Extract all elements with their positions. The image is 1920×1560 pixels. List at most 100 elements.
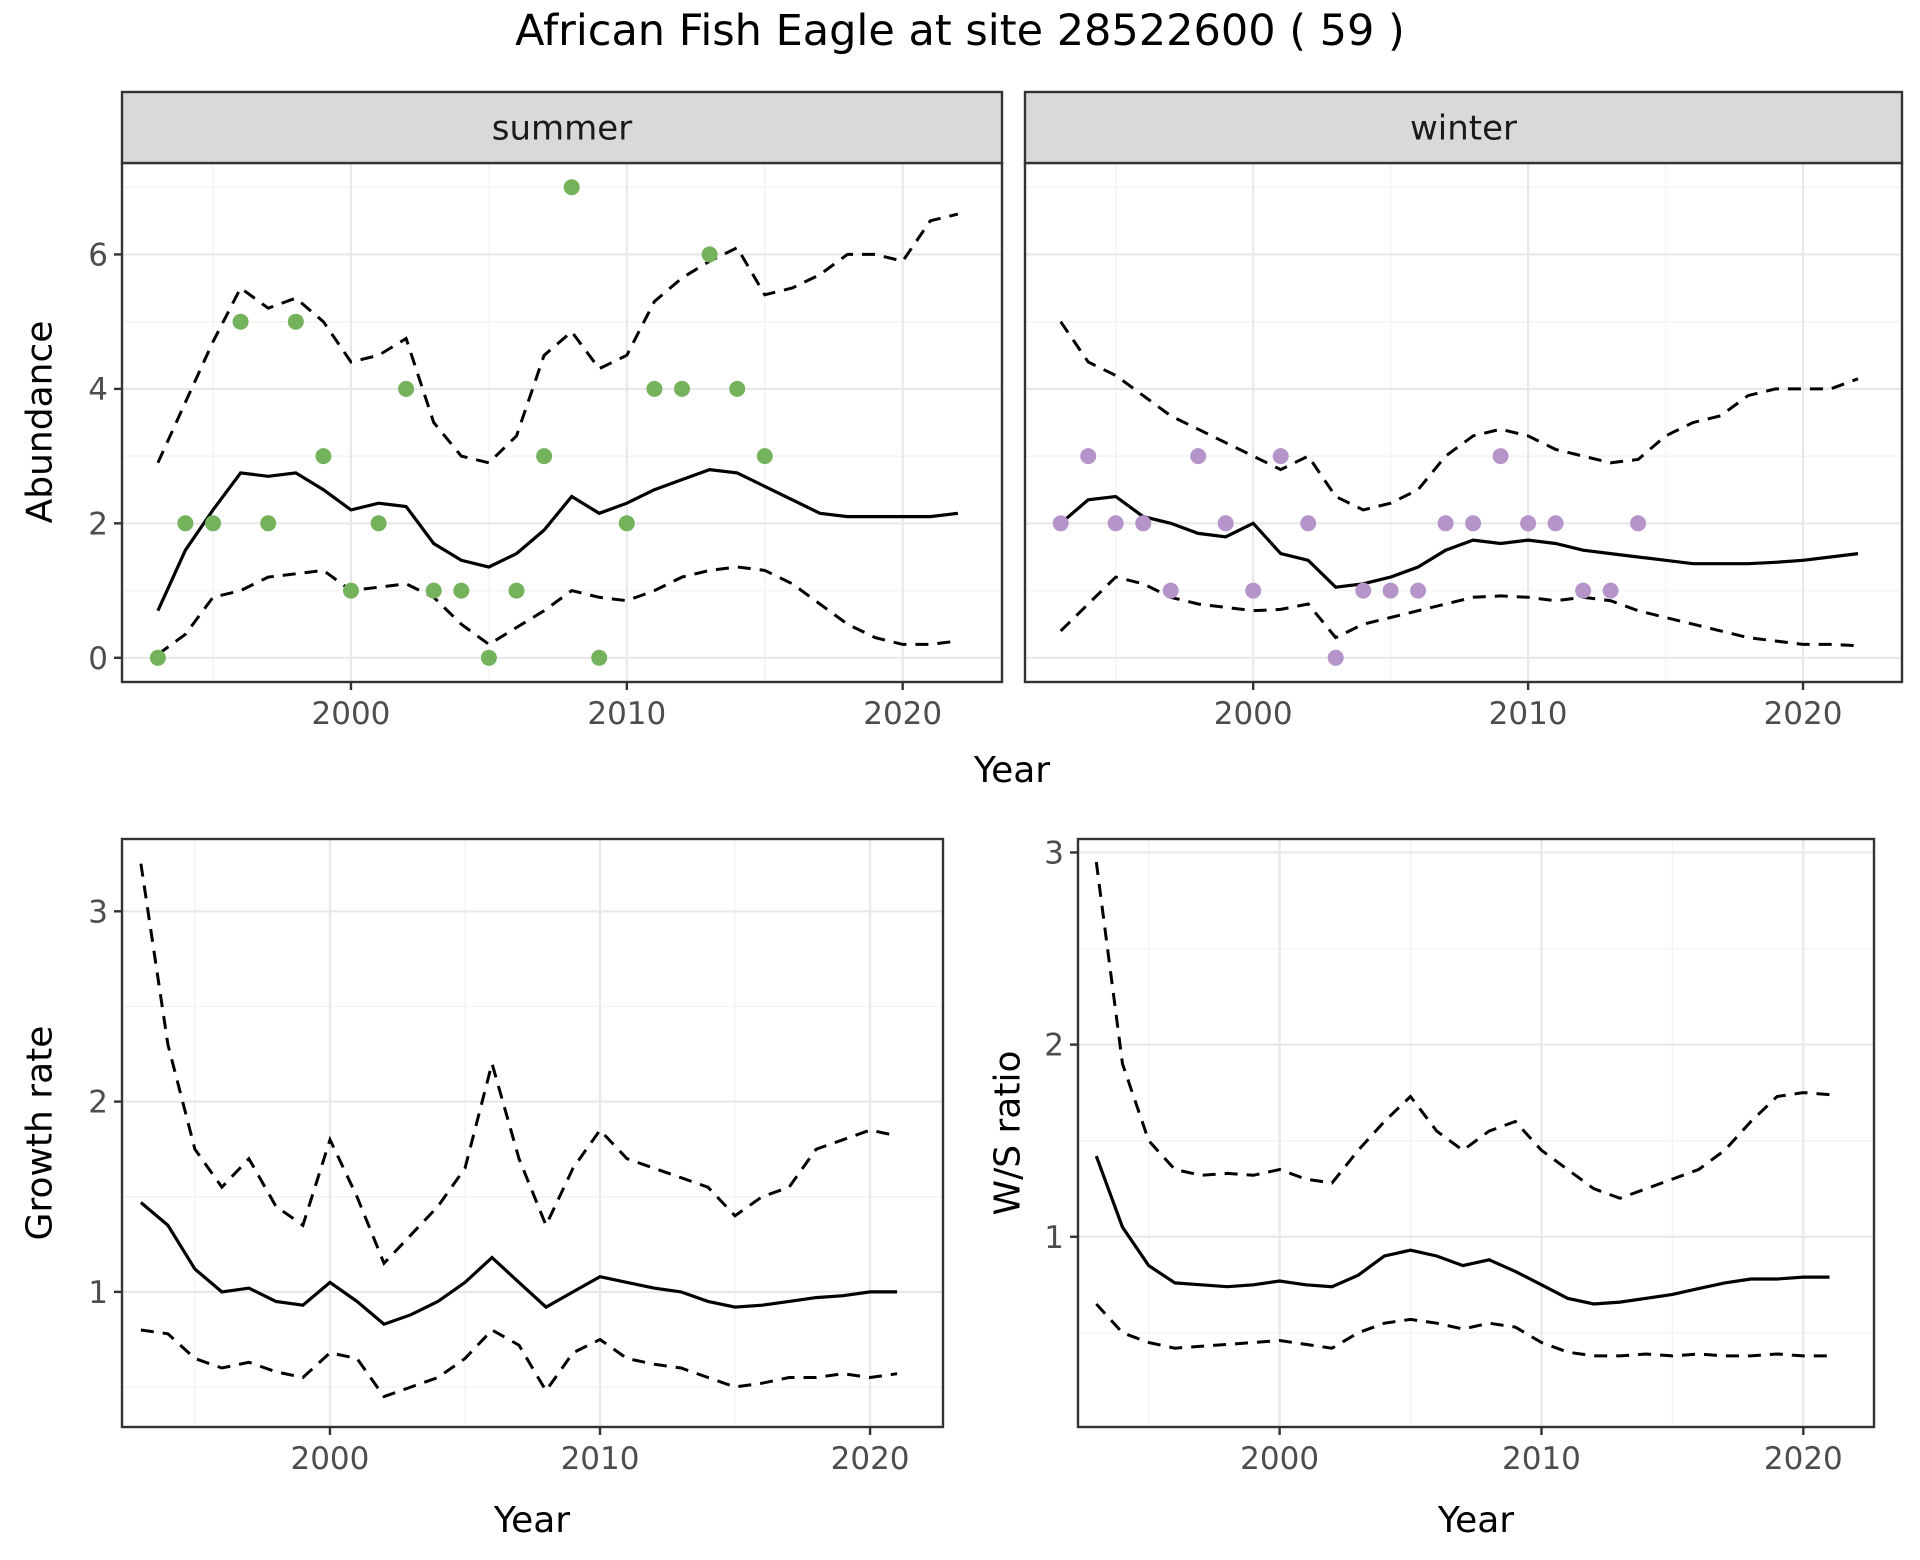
data-point — [1217, 515, 1234, 532]
mean-line — [1094, 1155, 1830, 1306]
plot-title: African Fish Eagle at site 28522600 ( 59… — [515, 6, 1405, 56]
y-tick-label: 3 — [88, 894, 108, 930]
data-point — [177, 515, 194, 532]
y-tick-label: 6 — [88, 237, 108, 273]
data-point — [756, 448, 773, 465]
grid-minor — [122, 839, 943, 1427]
x-axis-title-growth-rate: Year — [493, 1500, 571, 1541]
x-axis-title-top: Year — [973, 750, 1051, 791]
data-point — [480, 649, 497, 666]
upper-ci-line — [139, 863, 898, 1267]
mean-line — [139, 1201, 898, 1327]
data-point — [536, 448, 553, 465]
panel-background — [122, 163, 1002, 682]
panel-border — [1076, 837, 1876, 1429]
data-point — [1492, 448, 1509, 465]
data-point — [1272, 448, 1289, 465]
data-point — [1437, 515, 1454, 532]
lower-ci-line — [140, 1328, 898, 1399]
y-tick-label: 4 — [88, 372, 108, 408]
data-point — [1465, 515, 1482, 532]
data-point — [1245, 582, 1262, 599]
data-point — [149, 649, 166, 666]
grid-minor — [122, 163, 1002, 682]
panel-growth_rate: 2000 2010 2020 1 2 3 — [88, 837, 945, 1477]
data-point — [1630, 515, 1647, 532]
data-point — [315, 448, 332, 465]
y-axis-title-abundance: Abundance — [19, 320, 61, 524]
mean-line — [156, 467, 959, 612]
y-axis-title-ws-ratio: W/S ratio — [987, 1050, 1029, 1216]
observations — [149, 179, 773, 666]
data-point — [1162, 582, 1179, 599]
panel-background — [1078, 839, 1874, 1427]
data-point — [1327, 649, 1344, 666]
data-point — [1107, 515, 1124, 532]
grid-major — [122, 839, 943, 1427]
data-point — [563, 179, 580, 196]
panel-winter: winter 2000 2010 2020 — [1023, 90, 1904, 732]
data-point — [1520, 515, 1537, 532]
y-tick-label: 2 — [1044, 1028, 1064, 1064]
facet-strip-label: summer — [492, 109, 632, 149]
x-tick-label: 2020 — [831, 1441, 910, 1477]
data-point — [1575, 582, 1592, 599]
data-point — [287, 313, 304, 330]
facet-strip-label: winter — [1410, 109, 1517, 149]
panel-summer: summer 2000 2010 2020 0 2 4 6 — [88, 90, 1004, 732]
data-point — [1602, 582, 1619, 599]
data-point — [205, 515, 221, 532]
data-point — [1190, 448, 1207, 465]
lower-ci-line — [1059, 575, 1859, 648]
grid-minor — [1078, 839, 1874, 1427]
data-point — [1135, 515, 1152, 532]
grid-major — [1078, 839, 1874, 1427]
data-point — [343, 582, 359, 599]
x-tick-label: 2010 — [561, 1441, 640, 1477]
lower-ci-line — [1095, 1302, 1830, 1358]
y-axis-title-growth-rate: Growth rate — [19, 1025, 61, 1241]
x-tick-label: 2000 — [312, 696, 391, 732]
x-tick-label: 2000 — [1214, 696, 1293, 732]
data-point — [453, 582, 470, 599]
panel-background — [1025, 163, 1902, 682]
x-axis-title-ws-ratio: Year — [1437, 1500, 1515, 1541]
lower-ci-line — [157, 565, 959, 656]
data-point — [1382, 582, 1399, 599]
data-point — [232, 313, 249, 330]
upper-ci-line — [156, 212, 959, 465]
data-point — [674, 380, 690, 397]
x-tick-label: 2010 — [1502, 1441, 1581, 1477]
data-point — [370, 515, 387, 532]
data-point — [425, 582, 442, 599]
data-point — [1547, 515, 1564, 532]
y-tick-label: 1 — [1044, 1220, 1064, 1256]
data-point — [1080, 448, 1097, 465]
facet-strip — [120, 90, 1004, 165]
x-tick-label: 2000 — [1240, 1441, 1319, 1477]
data-point — [398, 380, 415, 397]
facet-strip — [1023, 90, 1904, 165]
y-tick-label: 2 — [88, 1085, 108, 1121]
panel-ws_ratio: 2000 2010 2020 1 2 3 — [1044, 835, 1876, 1477]
data-point — [1052, 515, 1069, 532]
x-tick-label: 2010 — [587, 696, 666, 732]
data-point — [508, 582, 525, 599]
x-tick-label: 2020 — [1764, 696, 1843, 732]
data-point — [260, 515, 277, 532]
y-tick-label: 0 — [88, 641, 108, 677]
y-tick-label: 3 — [1044, 835, 1064, 871]
panel-border — [120, 837, 945, 1429]
y-tick-label: 1 — [88, 1275, 108, 1311]
x-tick-label: 2000 — [290, 1441, 369, 1477]
mean-line — [1059, 494, 1859, 589]
data-point — [591, 649, 608, 666]
panel-background — [122, 839, 943, 1427]
data-point — [1300, 515, 1317, 532]
x-tick-label: 2020 — [1764, 1441, 1843, 1477]
y-tick-label: 2 — [88, 506, 108, 542]
data-point — [646, 380, 663, 397]
data-point — [701, 246, 718, 263]
